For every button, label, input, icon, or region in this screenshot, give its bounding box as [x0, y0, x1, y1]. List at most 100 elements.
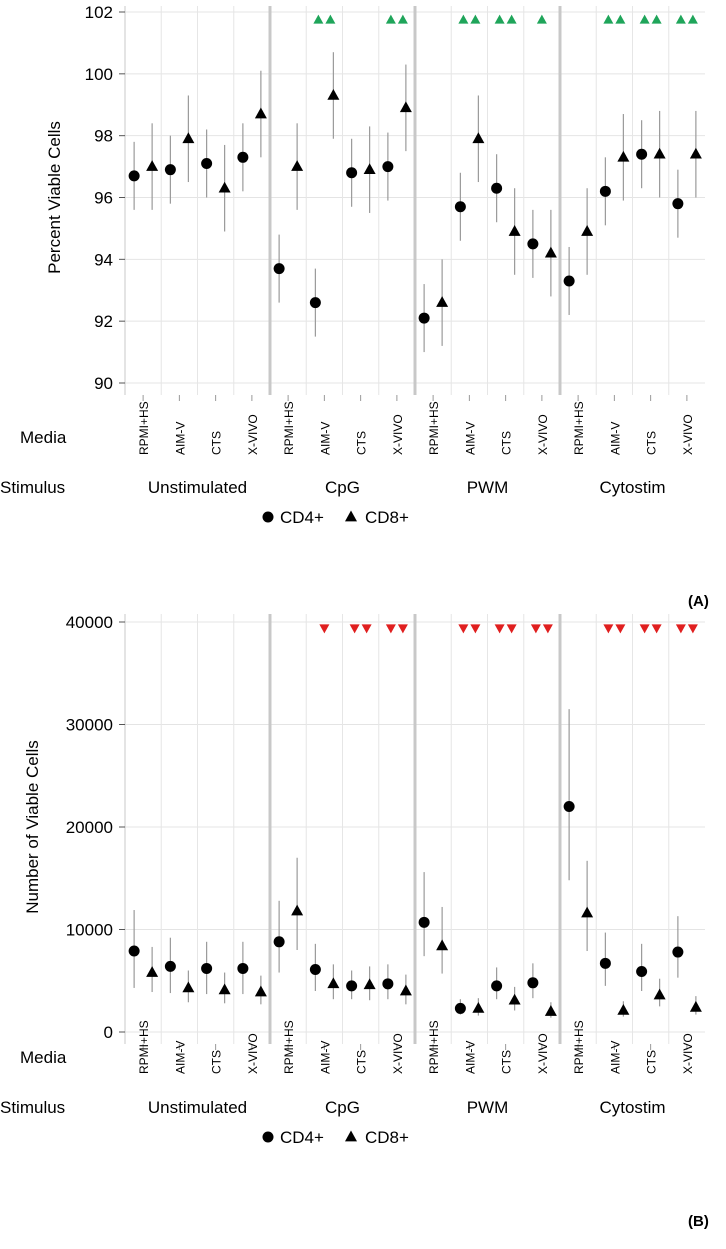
legend-cd8-label: CD8+ — [365, 508, 409, 527]
cd8-marker — [436, 296, 449, 307]
y-tick-label: 40000 — [66, 613, 113, 632]
significance-marker — [603, 624, 614, 634]
cd4-marker — [309, 963, 321, 975]
significance-marker — [385, 14, 396, 24]
cd4-marker — [491, 182, 503, 194]
significance-marker — [687, 624, 698, 634]
y-tick-label: 20000 — [66, 818, 113, 837]
cd4-marker — [128, 945, 140, 957]
cd8-marker — [363, 978, 376, 990]
cd8-marker — [581, 225, 594, 236]
cd4-marker — [418, 916, 430, 928]
media-label: X-VIVO — [246, 414, 260, 455]
stimulus-label: PWM — [467, 478, 509, 497]
media-label: CTS — [500, 431, 514, 455]
significance-marker — [615, 14, 626, 24]
media-label: AIM-V — [463, 1041, 477, 1074]
media-label: AIM-V — [173, 422, 187, 455]
stimulus-label: CpG — [325, 478, 360, 497]
cd4-marker — [201, 157, 213, 169]
y-tick-label: 94 — [94, 250, 113, 269]
significance-marker — [313, 14, 324, 24]
media-label: X-VIVO — [391, 414, 405, 455]
y-tick-label: 90 — [94, 374, 113, 393]
cd4-marker — [382, 161, 394, 173]
media-label: AIM-V — [318, 422, 332, 455]
media-row-label: Media — [20, 1048, 67, 1067]
cd4-marker — [346, 980, 358, 992]
cd8-marker — [363, 163, 376, 174]
cd8-marker — [182, 132, 195, 144]
media-label: CTS — [355, 431, 369, 455]
media-label: RPMI+HS — [282, 1020, 296, 1074]
cd4-marker — [164, 164, 176, 176]
significance-marker — [470, 14, 481, 24]
cd8-marker — [544, 1005, 557, 1016]
y-tick-label: 0 — [104, 1023, 113, 1042]
cd8-marker — [218, 181, 231, 193]
y-tick-label: 30000 — [66, 716, 113, 735]
cd8-marker — [218, 983, 231, 995]
cd8-marker — [689, 1000, 702, 1012]
significance-marker — [494, 14, 505, 24]
legend-cd8-marker — [345, 1130, 357, 1142]
significance-marker — [675, 14, 686, 24]
media-label: AIM-V — [173, 1041, 187, 1074]
cd4-marker — [309, 297, 321, 309]
stimulus-row-label: Stimulus — [0, 478, 65, 497]
cd4-marker — [164, 960, 176, 972]
stimulus-label: Unstimulated — [148, 1098, 247, 1117]
significance-marker — [494, 624, 505, 634]
media-label: X-VIVO — [681, 414, 695, 455]
cd8-marker — [544, 246, 557, 258]
legend-cd8-marker — [345, 510, 357, 522]
cd4-marker — [454, 1002, 466, 1014]
media-label: RPMI+HS — [572, 401, 586, 455]
significance-marker — [325, 14, 336, 24]
cd8-marker — [327, 977, 340, 989]
significance-marker — [530, 624, 541, 634]
cd8-marker — [399, 101, 412, 113]
cd4-marker — [599, 957, 611, 969]
cd8-marker — [581, 906, 594, 918]
media-label: X-VIVO — [391, 1033, 405, 1074]
y-tick-label: 100 — [85, 65, 113, 84]
cd8-marker — [182, 981, 195, 993]
y-tick-label: 98 — [94, 127, 113, 146]
cd8-marker — [146, 966, 159, 977]
y-tick-label: 102 — [85, 3, 113, 22]
significance-marker — [470, 624, 481, 634]
cd4-marker — [563, 801, 575, 812]
media-label: RPMI+HS — [137, 1020, 151, 1074]
significance-marker — [536, 14, 547, 24]
media-label: CTS — [210, 431, 224, 455]
legend-cd4-marker — [262, 511, 274, 523]
legend-cd4-label: CD4+ — [280, 1128, 324, 1147]
cd4-marker — [418, 312, 430, 324]
y-axis-label: Number of Viable Cells — [23, 740, 42, 914]
media-label: CTS — [355, 1050, 369, 1074]
cd8-marker — [653, 147, 666, 159]
cd4-marker — [382, 978, 394, 990]
y-tick-label: 96 — [94, 189, 113, 208]
cd8-marker — [617, 150, 630, 162]
cd8-marker — [146, 160, 159, 171]
media-label: CTS — [500, 1050, 514, 1074]
significance-marker — [675, 624, 686, 634]
media-label: X-VIVO — [246, 1033, 260, 1074]
stimulus-label: PWM — [467, 1098, 509, 1117]
media-label: X-VIVO — [681, 1033, 695, 1074]
panel-label-a: (A) — [688, 593, 709, 610]
y-tick-label: 10000 — [66, 921, 113, 940]
media-label: X-VIVO — [536, 414, 550, 455]
cd4-marker — [527, 977, 539, 989]
cd8-marker — [689, 147, 702, 159]
cd4-marker — [527, 238, 539, 250]
cd8-marker — [327, 88, 340, 100]
media-label: AIM-V — [608, 1041, 622, 1074]
legend-cd4-marker — [262, 1131, 274, 1143]
media-label: CTS — [645, 1050, 659, 1074]
cd4-marker — [563, 275, 575, 287]
cd4-marker — [273, 936, 285, 948]
